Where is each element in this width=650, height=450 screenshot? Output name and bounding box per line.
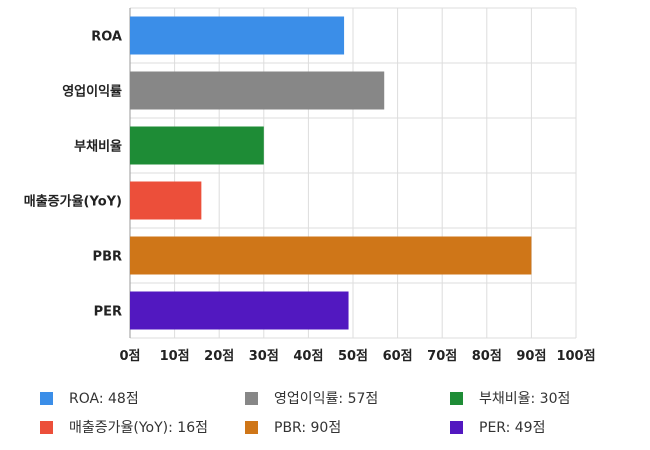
legend-label: PBR: 90점 bbox=[274, 420, 342, 436]
x-tick-labels: 0점 10점 20점 30점 40점 50점 60점 70점 80점 90점 100점 bbox=[119, 349, 595, 364]
grid-lines bbox=[129, 7, 577, 339]
category-label: 영업이익률 bbox=[62, 84, 122, 100]
legend-item-roa: ROA: 48점 bbox=[40, 388, 139, 408]
legend-item-operating-margin: 영업이익률: 57점 bbox=[245, 388, 378, 408]
legend-label: PER: 49점 bbox=[479, 420, 546, 436]
legend-item-debt-ratio: 부채비율: 30점 bbox=[450, 388, 570, 408]
x-tick-label: 40점 bbox=[293, 349, 323, 364]
bar bbox=[130, 71, 385, 110]
bars bbox=[130, 16, 532, 330]
legend-swatch bbox=[245, 391, 258, 405]
x-tick-label: 50점 bbox=[338, 349, 368, 364]
x-tick-label: 20점 bbox=[204, 349, 234, 364]
bar bbox=[130, 126, 264, 165]
legend-item-pbr: PBR: 90점 bbox=[245, 417, 341, 437]
x-tick-label: 30점 bbox=[249, 349, 279, 364]
category-label: PBR bbox=[93, 250, 122, 265]
bar bbox=[130, 181, 202, 220]
legend-item-revenue-growth: 매출증가율(YoY): 16점 bbox=[40, 417, 208, 437]
legend-swatch bbox=[245, 420, 258, 434]
bar bbox=[130, 291, 349, 330]
category-label: PER bbox=[94, 305, 122, 320]
category-label: ROA bbox=[91, 30, 122, 45]
legend-swatch bbox=[450, 420, 463, 434]
x-tick-label: 0점 bbox=[119, 349, 140, 364]
category-label: 매출증가율(YoY) bbox=[24, 194, 122, 210]
legend-swatch bbox=[450, 391, 463, 405]
x-tick-label: 100점 bbox=[556, 349, 595, 364]
legend-label: ROA: 48점 bbox=[69, 391, 139, 407]
legend-swatch bbox=[40, 420, 53, 434]
x-tick-label: 80점 bbox=[472, 349, 502, 364]
x-tick-label: 90점 bbox=[516, 349, 546, 364]
legend-label: 매출증가율(YoY): 16점 bbox=[69, 420, 208, 436]
bar bbox=[130, 236, 532, 275]
legend-label: 부채비율: 30점 bbox=[479, 391, 571, 407]
x-tick-label: 60점 bbox=[383, 349, 413, 364]
legend-item-per: PER: 49점 bbox=[450, 417, 545, 437]
legend-swatch bbox=[40, 391, 53, 405]
bar bbox=[130, 16, 345, 55]
category-label: 부채비율 bbox=[74, 139, 122, 155]
x-tick-label: 70점 bbox=[427, 349, 457, 364]
x-tick-label: 10점 bbox=[160, 349, 190, 364]
legend-label: 영업이익률: 57점 bbox=[274, 391, 379, 407]
